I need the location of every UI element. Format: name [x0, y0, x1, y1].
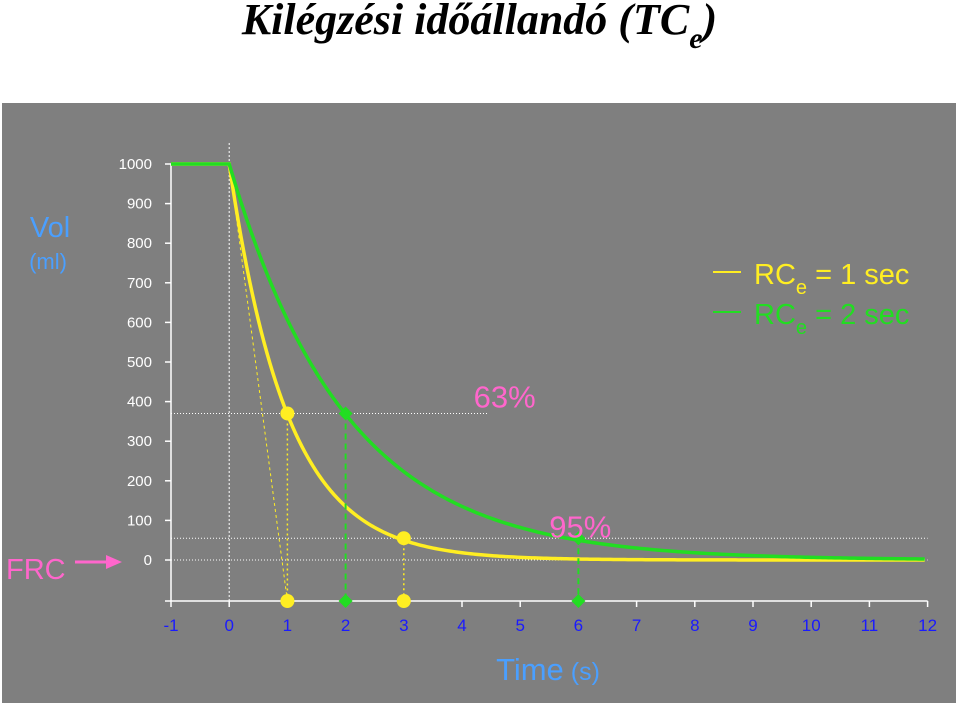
- y-tick-label: 900: [127, 196, 152, 213]
- slide-title: Kilégzési időállandó (TCe): [0, 0, 959, 56]
- y-tick-label: 200: [127, 473, 152, 490]
- frc-label: FRC: [6, 554, 66, 586]
- axis-marker-yellow: [396, 594, 411, 608]
- y-tick-label: 100: [127, 512, 152, 529]
- legend-entry-green: RCe = 2 sec: [754, 299, 909, 339]
- x-tick-label: 0: [224, 616, 233, 635]
- x-tick-label: 3: [399, 616, 408, 635]
- x-tick-label: 11: [861, 616, 879, 635]
- y-tick-label: 500: [127, 354, 152, 371]
- x-tick-label: 5: [515, 616, 524, 635]
- series-line-green: [171, 162, 925, 561]
- x-tick-label: 9: [748, 616, 757, 635]
- data-point-green: [571, 531, 586, 546]
- axis-marker-green: [571, 594, 586, 608]
- y-tick-label: 600: [127, 314, 152, 331]
- data-point-yellow: [280, 406, 295, 421]
- legend-entry-yellow: RCe = 1 sec: [754, 259, 909, 299]
- x-tick-label: 2: [341, 616, 350, 635]
- annotation-label: 95%: [549, 509, 611, 544]
- x-tick-label: 8: [690, 616, 699, 635]
- data-point-green: [338, 406, 353, 421]
- axis-marker-green: [338, 594, 353, 608]
- y-tick-label: 400: [127, 394, 152, 411]
- data-point-yellow: [396, 531, 411, 546]
- y-tick-label: 700: [127, 275, 152, 292]
- x-tick-label: -1: [163, 616, 178, 635]
- x-axis-label: Time (s): [496, 652, 600, 687]
- x-tick-label: 10: [802, 616, 821, 635]
- x-tick-label: 12: [918, 616, 937, 635]
- y-axis-unit: (ml): [29, 249, 67, 274]
- title-subscript: e: [689, 22, 703, 55]
- y-axis-label: Vol: [30, 212, 70, 244]
- y-tick-label: 800: [127, 235, 152, 252]
- y-tick-label: 0: [144, 552, 152, 569]
- x-tick-label: 7: [632, 616, 641, 635]
- annotation-label: 63%: [474, 380, 536, 415]
- x-tick-label: 4: [457, 616, 466, 635]
- title-main: Kilégzési időállandó (TC: [241, 0, 690, 44]
- axis-marker-yellow: [280, 594, 295, 608]
- x-tick-label: 1: [283, 616, 292, 635]
- title-close: ): [702, 0, 718, 44]
- tangent-line-yellow: [228, 163, 288, 602]
- x-tick-label: 6: [574, 616, 583, 635]
- y-tick-label: 1000: [119, 156, 152, 173]
- series-line-yellow: [171, 162, 925, 562]
- plot-panel: 0 100 200 300 400 500 600 700 800 900 1000 -1 0 1 2 3 4 5…: [2, 103, 956, 703]
- frc-arrow-head: [106, 555, 122, 569]
- y-tick-label: 300: [127, 433, 152, 450]
